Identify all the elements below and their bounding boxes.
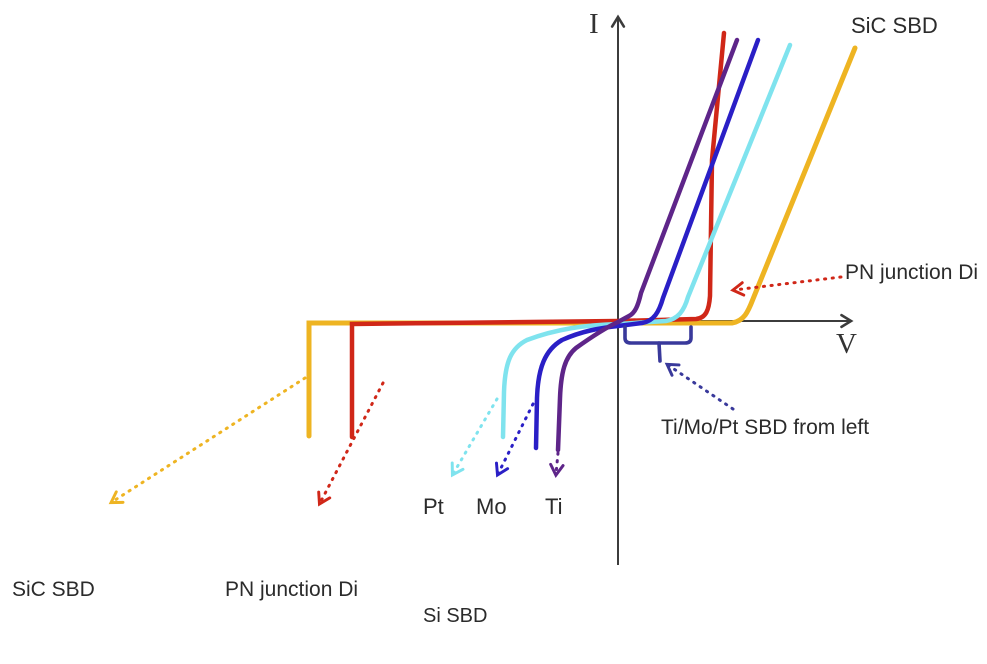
pn-junction-curve-label: PN junction Di xyxy=(845,261,979,284)
sic-note-arrow xyxy=(108,376,307,505)
pn-note-arrow xyxy=(317,381,385,507)
ti-label: Ti xyxy=(545,494,563,519)
ti-label-arrow xyxy=(549,451,565,478)
pn-right-label-arrow xyxy=(730,275,843,297)
pn-junction-note: PN junction Di Reverse voltage: 600 V 12… xyxy=(225,515,383,664)
curve-pt-sbd xyxy=(500,42,793,440)
pn-note-line1: PN junction Di xyxy=(225,578,359,601)
curve-mo-sbd xyxy=(533,37,761,451)
curve-ti-sbd xyxy=(555,37,740,453)
si-note-line1: Si SBD xyxy=(423,605,488,627)
sic-note-line1: SiC SBD xyxy=(12,578,95,601)
pt-label-arrow xyxy=(450,397,499,478)
ti-mo-pt-bracket-label: Ti/Mo/Pt SBD from left xyxy=(661,416,870,439)
si-sbd-note: Si SBD Reverse voltage: 30 V to 60 V 100… xyxy=(423,546,854,664)
knee-group-bracket xyxy=(623,325,693,345)
sic-sbd-note: SiC SBD Reverse voltage: 1200 V 150℃ to … xyxy=(12,515,170,664)
knee-group-bracket-stem xyxy=(657,341,662,363)
y-axis-label: I xyxy=(589,8,599,40)
sic-sbd-curve-label: SiC SBD xyxy=(851,13,938,38)
bracket-note-arrow xyxy=(664,362,735,411)
pt-label: Pt xyxy=(423,494,444,519)
x-axis-label: V xyxy=(836,328,857,360)
curve-sic-sbd xyxy=(306,45,858,439)
mo-label: Mo xyxy=(476,494,507,519)
mo-label-arrow xyxy=(495,402,535,478)
